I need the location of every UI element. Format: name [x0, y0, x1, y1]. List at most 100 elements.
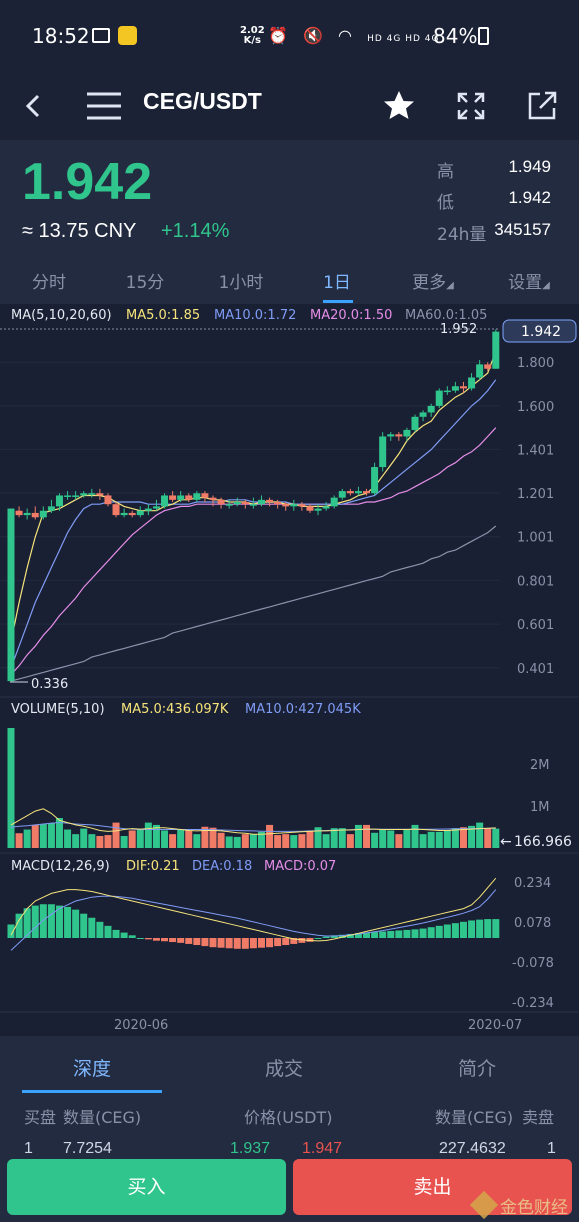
kline-chart[interactable]: MA(5,10,20,60) MA5.0:1.85 MA10.0:1.72 MA…	[0, 304, 579, 1036]
macd-axis-2: -0.078	[512, 956, 554, 971]
macd-bar	[363, 932, 371, 938]
col-price: 价格(USDT)	[244, 1108, 333, 1127]
volume-bar	[266, 824, 274, 848]
candle-body	[282, 504, 290, 507]
volume-bar	[7, 728, 15, 848]
macd-legend-title: MACD(12,26,9)	[11, 859, 110, 874]
candle-body	[209, 497, 217, 500]
candle-body	[80, 493, 88, 496]
candle-body	[363, 491, 371, 494]
volume-bar	[492, 828, 500, 848]
macd-bar	[314, 938, 322, 939]
sell-button[interactable]: 卖出	[293, 1159, 572, 1215]
macd-bar	[233, 938, 241, 949]
macd-bar	[201, 938, 209, 947]
tab-settings[interactable]: 设置◢	[489, 268, 569, 293]
volume-bar	[120, 836, 128, 848]
current-price-tag-label: 1.942	[521, 324, 561, 340]
volume-bar	[484, 828, 492, 848]
candle-body	[290, 504, 298, 507]
volume-bar	[241, 834, 249, 848]
low-label: 低	[437, 193, 454, 213]
candle-body	[484, 364, 492, 369]
cny-price: ≈ 13.75 CNY	[22, 220, 137, 242]
tab-depth[interactable]: 深度	[22, 1054, 162, 1081]
buy-button[interactable]: 买入	[7, 1159, 286, 1215]
tab-15min[interactable]: 15分	[105, 268, 185, 293]
ticker-panel: 1.942 ≈ 13.75 CNY +1.14% 高 1.949 低 1.942…	[0, 140, 579, 260]
macd-bar	[209, 938, 217, 948]
back-icon[interactable]	[14, 86, 54, 126]
candle-body	[96, 493, 104, 496]
macd-axis-1: 0.078	[514, 916, 551, 931]
ask-index: 1	[547, 1140, 556, 1157]
macd-bar	[72, 909, 80, 938]
candle-body	[395, 434, 403, 437]
macd-bar	[104, 925, 112, 938]
dropdown-triangle-icon: ◢	[446, 280, 454, 291]
volume-bar	[282, 834, 290, 848]
macd-bar	[435, 925, 443, 938]
macd-bar	[217, 938, 225, 948]
tab-timeshare[interactable]: 分时	[9, 268, 89, 293]
price-axis-label: 1.800	[517, 356, 554, 371]
volume-bar	[185, 830, 193, 848]
ma-lines	[10, 351, 497, 682]
chart-svg[interactable]: MA(5,10,20,60) MA5.0:1.85 MA10.0:1.72 MA…	[0, 304, 579, 1036]
volume-bar	[419, 834, 427, 848]
star-icon[interactable]	[379, 86, 419, 126]
macd-bar	[128, 935, 136, 938]
status-time: 18:52	[32, 24, 90, 48]
volume-bar	[257, 831, 265, 848]
macd-bar	[322, 936, 330, 938]
candle-body	[47, 506, 55, 511]
volume-bar	[39, 824, 47, 848]
macd-bar	[419, 928, 427, 938]
macd-bar	[443, 924, 451, 938]
candle-body	[411, 416, 419, 430]
app-notification-icon	[118, 26, 137, 45]
macd-bar	[274, 938, 282, 947]
macd-bar	[15, 913, 23, 938]
volume-bar	[249, 834, 257, 848]
last-price: 1.942	[22, 153, 153, 211]
candle-body	[201, 493, 209, 498]
ma10-legend: MA10.0:1.72	[214, 308, 296, 323]
tab-trades[interactable]: 成交	[214, 1054, 354, 1081]
share-icon[interactable]	[522, 86, 562, 126]
macd-axis-0: 0.234	[514, 876, 551, 891]
macd-bar	[96, 921, 104, 938]
volume-legend-title: VOLUME(5,10)	[11, 702, 105, 717]
bid-price: 1.937	[230, 1140, 271, 1157]
pair-title[interactable]: CEG/USDT	[143, 88, 262, 114]
tab-1day[interactable]: 1日	[297, 268, 377, 293]
macd-bar	[298, 938, 306, 943]
price-axis-label: 1.401	[517, 443, 554, 458]
tab-1hour[interactable]: 1小时	[201, 268, 281, 293]
macd-bar	[249, 938, 257, 949]
candle-body	[322, 506, 330, 509]
volume-bar	[47, 823, 55, 848]
fullscreen-icon[interactable]	[451, 86, 491, 126]
ma20-line	[10, 427, 497, 676]
volume-24h-label: 24h量	[437, 225, 487, 245]
candle-body	[120, 512, 128, 516]
tab-intro[interactable]: 简介	[407, 1054, 547, 1081]
dropdown-triangle-icon: ◢	[542, 280, 550, 291]
candle-body	[31, 512, 39, 518]
macd-bar	[403, 929, 411, 938]
candle-body	[233, 502, 241, 505]
tab-more[interactable]: 更多◢	[393, 268, 473, 293]
menu-icon[interactable]	[84, 86, 124, 126]
volume-bar	[338, 828, 346, 848]
tab-label: 15分	[125, 273, 165, 293]
tab-label: 1小时	[218, 273, 264, 293]
volume-bar	[346, 834, 354, 848]
ma60-legend: MA60.0:1.05	[405, 308, 487, 323]
volume-bar	[169, 834, 177, 848]
volume-bar	[395, 834, 403, 848]
macd-bar	[411, 929, 419, 938]
candle-body	[371, 467, 379, 494]
volume-24h-value: 345157	[494, 220, 551, 239]
macd-bar	[306, 938, 314, 942]
